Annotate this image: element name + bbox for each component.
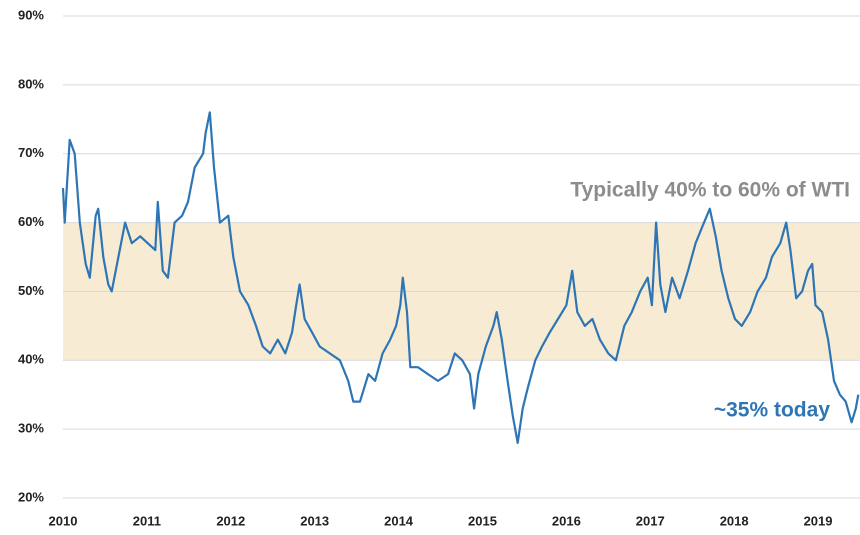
y-tick-label: 20%: [18, 489, 44, 504]
x-tick-label: 2019: [804, 513, 833, 528]
y-tick-label: 60%: [18, 214, 44, 229]
x-tick-label: 2016: [552, 513, 581, 528]
x-tick-label: 2013: [300, 513, 329, 528]
annotation: ~35% today: [714, 399, 830, 422]
annotation: Typically 40% to 60% of WTI: [570, 179, 850, 202]
data-line: [61, 111, 860, 444]
y-tick-label: 70%: [18, 145, 44, 160]
y-tick-label: 80%: [18, 76, 44, 91]
x-tick-label: 2011: [133, 513, 161, 528]
y-tick-label: 30%: [18, 421, 44, 436]
x-tick-label: 2018: [720, 513, 749, 528]
x-tick-label: 2015: [468, 513, 497, 528]
x-tick-label: 2010: [49, 513, 78, 528]
x-tick-label: 2017: [636, 513, 665, 528]
y-tick-label: 90%: [18, 7, 44, 22]
x-tick-label: 2012: [216, 513, 245, 528]
x-tick-label: 2014: [384, 513, 414, 528]
y-tick-label: 40%: [18, 352, 44, 367]
y-tick-label: 50%: [18, 283, 44, 298]
